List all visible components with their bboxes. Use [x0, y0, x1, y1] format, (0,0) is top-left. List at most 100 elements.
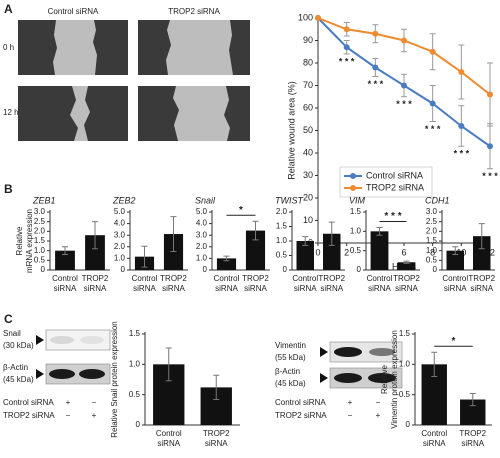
point: [372, 30, 379, 37]
x-tick-label: TROP2 siRNA: [160, 274, 187, 293]
y-tick-label: 0: [203, 265, 208, 274]
y-axis-label: Relative wound area (%): [286, 81, 296, 180]
point: [458, 123, 465, 129]
y-tick-label: 0.5: [276, 251, 288, 260]
y-tick-label: 50: [303, 125, 313, 135]
bar: [216, 258, 237, 270]
y-tick-label: 1.0: [350, 226, 362, 235]
y-tick-label: 0: [121, 265, 126, 274]
x-tick-label: TROP2 siRNA: [393, 274, 420, 293]
x-tick-label: TROP2 siRNA: [82, 274, 109, 293]
chart-title: CDH1: [425, 195, 450, 205]
y-tick-label: 2.5: [426, 217, 438, 226]
x-tick-label: TROP2 siRNA: [242, 274, 269, 293]
x-tick-label: 0: [315, 247, 320, 257]
y-tick-label: 5.0: [114, 207, 126, 216]
significance: *: [452, 336, 456, 347]
point: [401, 37, 407, 44]
error-bar: [165, 347, 172, 382]
significance: * * *: [454, 149, 470, 159]
y-tick-label: 0: [357, 265, 362, 274]
error-bar: [328, 221, 335, 246]
y-tick-label: 1.0: [196, 254, 208, 263]
bar: [55, 250, 75, 270]
x-tick-label: Control siRNA: [421, 429, 447, 448]
y-tick-label: 70: [303, 80, 313, 90]
y-tick-label: 2.0: [196, 242, 208, 251]
point: [401, 82, 407, 89]
y-tick-label: 60: [303, 102, 313, 112]
sign: −: [376, 398, 381, 407]
x-tick-label: 2: [344, 247, 349, 257]
blot-label: (55 kDa): [275, 353, 306, 362]
x-tick-label: Control siRNA: [292, 274, 318, 293]
x-tick-label: 6: [401, 247, 406, 257]
y-axis-label: RelativemRNA expression: [15, 209, 34, 273]
error-bar: [452, 246, 459, 256]
arrow: [36, 369, 44, 379]
arrow: [36, 335, 44, 345]
y-tick-label: 1.0: [426, 246, 438, 255]
sign: +: [66, 398, 71, 407]
x-tick-label: Control siRNA: [132, 274, 158, 293]
image-column-label: TROP2 siRNA: [168, 7, 220, 16]
legend: [339, 166, 433, 198]
chart-title: TWIST: [275, 195, 304, 205]
y-tick-label: 20: [303, 192, 313, 202]
significance: * * *: [482, 171, 498, 181]
significance: *: [239, 205, 243, 216]
y-tick-label: 5.0: [196, 207, 208, 216]
blot-band: [329, 367, 403, 389]
error-bar: [403, 260, 410, 264]
error-bar: [376, 226, 383, 236]
y-tick-label: 0.5: [426, 255, 438, 264]
blot-label: (45 kDa): [3, 375, 34, 384]
y-tick-label: 0: [406, 420, 411, 429]
micrograph: [138, 86, 250, 141]
chart-title: Snail: [195, 195, 216, 205]
y-tick-label: 0.5: [350, 246, 362, 255]
image-row-label: 12 h: [3, 108, 19, 117]
x-tick-label: TROP2 siRNA: [203, 429, 230, 448]
point: [458, 69, 465, 75]
sign: −: [92, 398, 97, 407]
y-tick-label: 1.5: [350, 207, 362, 216]
micrograph: [18, 20, 128, 75]
x-tick-label: TROP2 siRNA: [468, 274, 495, 293]
legend-label: TROP2 siRNA: [366, 182, 424, 192]
x-tick-label: Control siRNA: [52, 274, 78, 293]
y-tick-label: 1.0: [276, 236, 288, 245]
y-tick-label: 1.5: [34, 236, 46, 245]
legend-swatch: [350, 173, 356, 179]
y-tick-label: 0.5: [34, 255, 46, 264]
bar: [397, 262, 416, 270]
y-tick-label: 2.0: [276, 207, 288, 216]
chart-title: ZEB2: [112, 195, 136, 205]
error-bar: [92, 221, 98, 250]
blot-label: β-Actin: [275, 367, 300, 376]
error-bar: [141, 245, 148, 268]
error-bar: [431, 351, 438, 377]
y-tick-label: 1.5: [399, 329, 411, 338]
arrow: [320, 373, 328, 383]
point: [487, 143, 493, 150]
bar: [85, 235, 105, 270]
x-tick-label: Control siRNA: [367, 274, 393, 293]
condition-label: TROP2 siRNA: [275, 411, 327, 420]
blot-band: [329, 341, 403, 363]
bar: [245, 230, 266, 270]
bar: [446, 250, 464, 270]
legend-label: Control siRNA: [366, 170, 423, 180]
legend-swatch: [350, 185, 356, 191]
y-tick-label: 2.0: [114, 242, 126, 251]
blot-label: Vimentin: [275, 341, 306, 350]
error-bar: [302, 236, 309, 246]
x-tick-label: Control siRNA: [442, 274, 468, 293]
y-tick-label: 1.0: [34, 246, 46, 255]
y-tick-label: 10: [303, 215, 313, 225]
bar: [473, 236, 491, 270]
y-tick-label: 2.0: [426, 226, 438, 235]
point: [429, 100, 436, 107]
y-tick-label: 3.0: [196, 230, 208, 239]
